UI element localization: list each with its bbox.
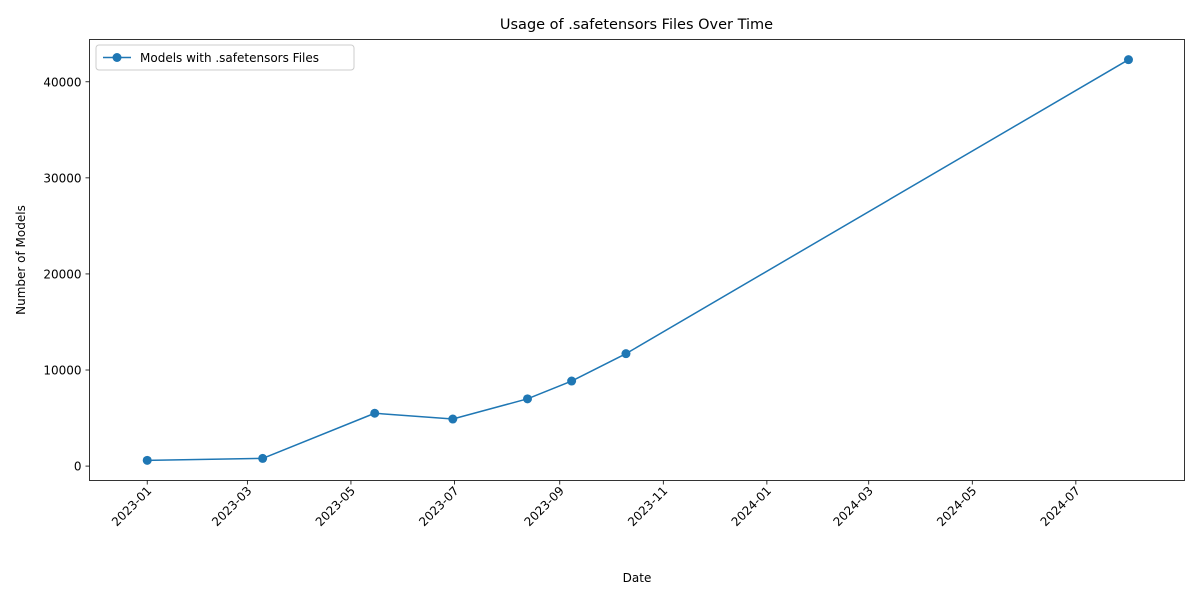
data-point-marker xyxy=(523,394,532,404)
data-point-marker xyxy=(258,453,268,463)
y-tick-label: 30000 xyxy=(43,171,81,185)
y-tick-label: 0 xyxy=(74,460,82,474)
legend-marker-swatch xyxy=(112,53,122,62)
data-point-marker xyxy=(1123,55,1133,65)
legend-label: Models with .safetensors Files xyxy=(140,51,319,65)
data-point-marker xyxy=(567,376,577,386)
y-axis-ticks: 0 10000 20000 30000 40000 xyxy=(43,75,90,474)
series-line xyxy=(147,59,1129,462)
y-tick-label: 20000 xyxy=(43,267,81,281)
y-tick-label: 40000 xyxy=(43,75,81,89)
y-tick-label: 10000 xyxy=(43,364,81,378)
series-layer xyxy=(142,55,1133,465)
data-point-marker xyxy=(142,455,152,465)
data-point-marker xyxy=(448,414,458,424)
y-axis-label: Number of Models xyxy=(14,205,28,315)
legend-box xyxy=(95,44,355,71)
data-point-marker xyxy=(370,408,380,418)
chart-title: Usage of .safetensors Files Over Time xyxy=(500,17,773,33)
legend: Models with .safetensors Files xyxy=(95,44,355,71)
data-point-marker xyxy=(621,349,631,359)
x-axis-label: Date xyxy=(623,571,652,585)
plot-area-frame xyxy=(89,39,1185,481)
